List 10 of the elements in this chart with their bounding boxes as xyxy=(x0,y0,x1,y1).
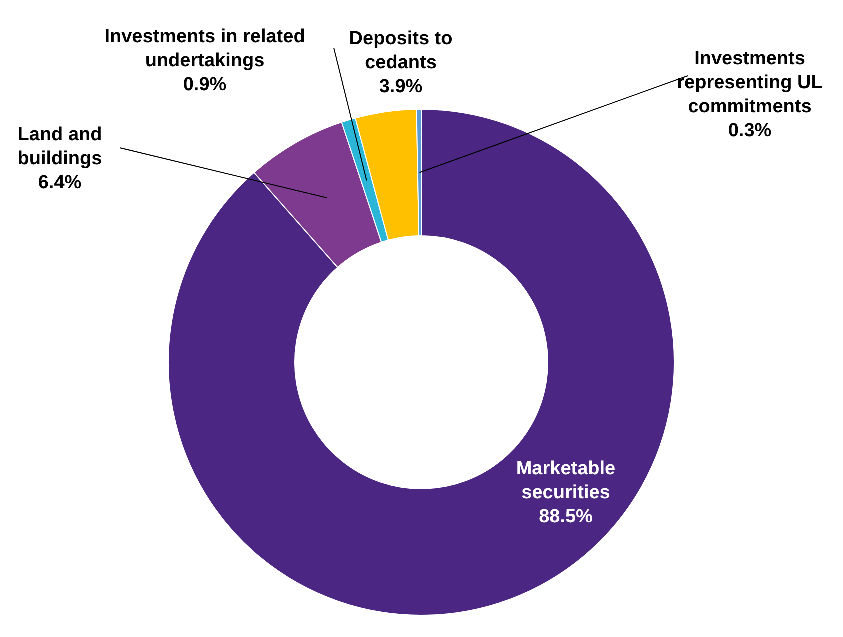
data-label: 0.9% xyxy=(183,74,227,96)
slice-label: Investments in related undertakings xyxy=(104,26,306,72)
data-label: 3.9% xyxy=(379,76,423,98)
data-label: 6.4% xyxy=(38,172,82,194)
data-label: 88.5% xyxy=(539,506,594,528)
slice-label: Investments representing UL commitments xyxy=(677,48,824,118)
slice-label: Marketable securities xyxy=(516,458,616,504)
slice-label: Land and buildings xyxy=(18,124,102,170)
data-label: 0.3% xyxy=(728,120,772,142)
slice-label: Deposits to cedants xyxy=(349,28,453,74)
